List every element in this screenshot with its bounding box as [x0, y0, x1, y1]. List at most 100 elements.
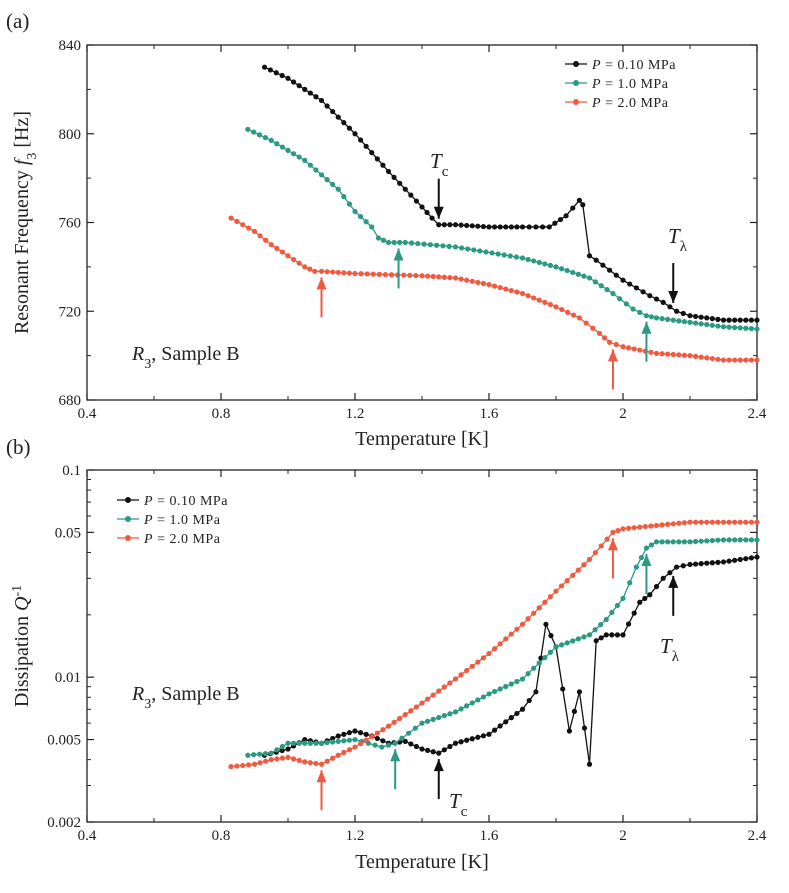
- data-point: [401, 272, 407, 278]
- data-point: [363, 731, 369, 737]
- data-point: [452, 676, 459, 682]
- data-point: [627, 580, 633, 586]
- data-point: [279, 743, 286, 750]
- data-point: [613, 341, 619, 348]
- transition-arrow: [316, 277, 327, 318]
- data-point: [709, 322, 715, 328]
- data-point: [486, 224, 492, 230]
- data-point: [680, 563, 686, 569]
- series-line: [247, 128, 758, 330]
- data-point: [519, 290, 526, 297]
- data-point: [318, 761, 325, 767]
- data-point: [491, 688, 498, 695]
- transition-arrow: [668, 575, 679, 616]
- data-point: [391, 174, 397, 180]
- data-point: [676, 539, 682, 545]
- data-point: [570, 638, 576, 644]
- data-point: [592, 550, 598, 556]
- x-tick-label: 0.8: [212, 406, 231, 422]
- data-point: [434, 242, 440, 248]
- data-point: [542, 299, 548, 305]
- data-point: [330, 108, 336, 115]
- data-point: [290, 740, 297, 746]
- data-point: [627, 281, 633, 287]
- data-point: [346, 201, 353, 207]
- data-point: [486, 691, 492, 697]
- data-point: [324, 758, 330, 764]
- data-point: [507, 253, 513, 259]
- x-tick-label: 1.2: [346, 406, 365, 422]
- series-0: [261, 64, 760, 323]
- data-point: [580, 202, 586, 208]
- data-point: [715, 537, 721, 543]
- data-point: [536, 605, 542, 611]
- data-point: [313, 740, 319, 746]
- data-point: [620, 632, 626, 638]
- data-point: [667, 570, 673, 576]
- data-point: [302, 759, 308, 765]
- data-point: [357, 213, 364, 220]
- data-point: [503, 683, 509, 690]
- data-point: [436, 714, 442, 721]
- data-point: [613, 272, 619, 278]
- data-point: [318, 268, 325, 274]
- data-point: [419, 700, 425, 706]
- data-point: [553, 644, 559, 650]
- data-point: [256, 132, 263, 138]
- data-point: [376, 271, 382, 277]
- data-point: [318, 740, 325, 746]
- data-point: [603, 616, 609, 623]
- data-point: [268, 137, 274, 144]
- data-point: [743, 519, 749, 525]
- transition-arrow: [641, 554, 652, 595]
- data-point: [660, 575, 666, 581]
- data-point: [408, 708, 414, 714]
- data-point: [670, 521, 676, 527]
- data-point: [648, 523, 654, 529]
- legend-marker: [125, 497, 131, 503]
- data-point: [698, 354, 704, 360]
- transition-arrow: [607, 349, 618, 390]
- data-point: [408, 192, 414, 198]
- data-point: [596, 330, 603, 337]
- data-point: [552, 220, 558, 226]
- data-point: [458, 222, 464, 228]
- data-point: [548, 633, 554, 639]
- data-point: [558, 583, 565, 589]
- data-point: [273, 70, 279, 76]
- data-point: [609, 632, 615, 638]
- data-point: [698, 519, 704, 525]
- data-point: [698, 321, 704, 327]
- data-point: [385, 723, 392, 729]
- arrow-head: [433, 206, 444, 219]
- data-point: [519, 224, 526, 230]
- data-point: [533, 689, 539, 695]
- data-point: [441, 222, 447, 228]
- data-point: [570, 205, 576, 211]
- data-point: [681, 319, 688, 325]
- data-point: [302, 264, 308, 270]
- data-point: [704, 560, 710, 566]
- data-point: [525, 671, 531, 677]
- data-point: [598, 543, 604, 549]
- data-point: [285, 147, 291, 153]
- data-point: [560, 686, 566, 692]
- transition-label: Tλ: [668, 224, 688, 255]
- data-point: [397, 239, 403, 246]
- data-point: [279, 755, 286, 761]
- data-point: [687, 519, 693, 525]
- data-point: [268, 757, 274, 763]
- data-point: [257, 233, 263, 239]
- data-point: [475, 734, 481, 740]
- data-point: [503, 224, 509, 230]
- data-point: [659, 351, 665, 357]
- data-point: [692, 313, 699, 320]
- data-point: [447, 743, 453, 750]
- data-point: [408, 741, 414, 747]
- data-point: [586, 275, 593, 281]
- data-point: [503, 719, 509, 725]
- data-point: [558, 642, 565, 648]
- data-point: [380, 738, 386, 744]
- data-point: [436, 222, 442, 228]
- data-point: [533, 224, 539, 230]
